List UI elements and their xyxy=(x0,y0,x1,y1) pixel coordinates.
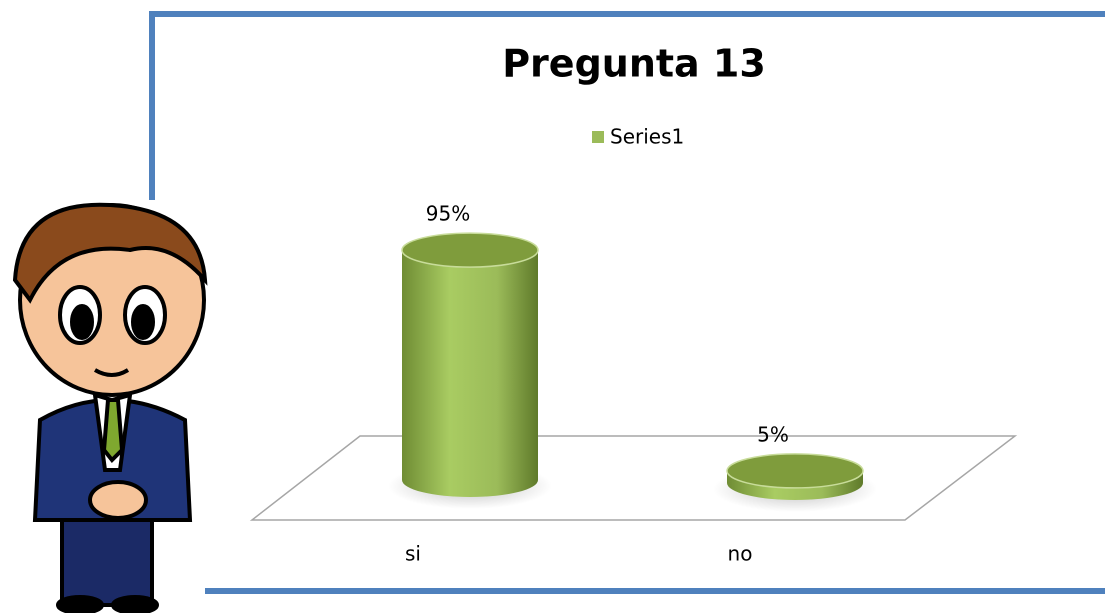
legend-swatch xyxy=(592,131,604,143)
x-tick-label: no xyxy=(728,542,753,566)
data-label: 5% xyxy=(757,422,789,446)
data-label: 95% xyxy=(426,202,470,226)
chart-title: Pregunta 13 xyxy=(502,42,766,86)
floor xyxy=(249,435,1018,521)
frame xyxy=(149,11,1105,200)
legend-label: Series1 xyxy=(610,125,684,149)
bar-top xyxy=(401,232,539,268)
plot: 95% 5% si no xyxy=(388,202,877,566)
cartoon xyxy=(12,202,208,613)
x-tick-label: si xyxy=(405,542,421,566)
bar xyxy=(402,250,538,497)
bar-top xyxy=(726,453,864,489)
legend: Series1 xyxy=(592,125,684,149)
